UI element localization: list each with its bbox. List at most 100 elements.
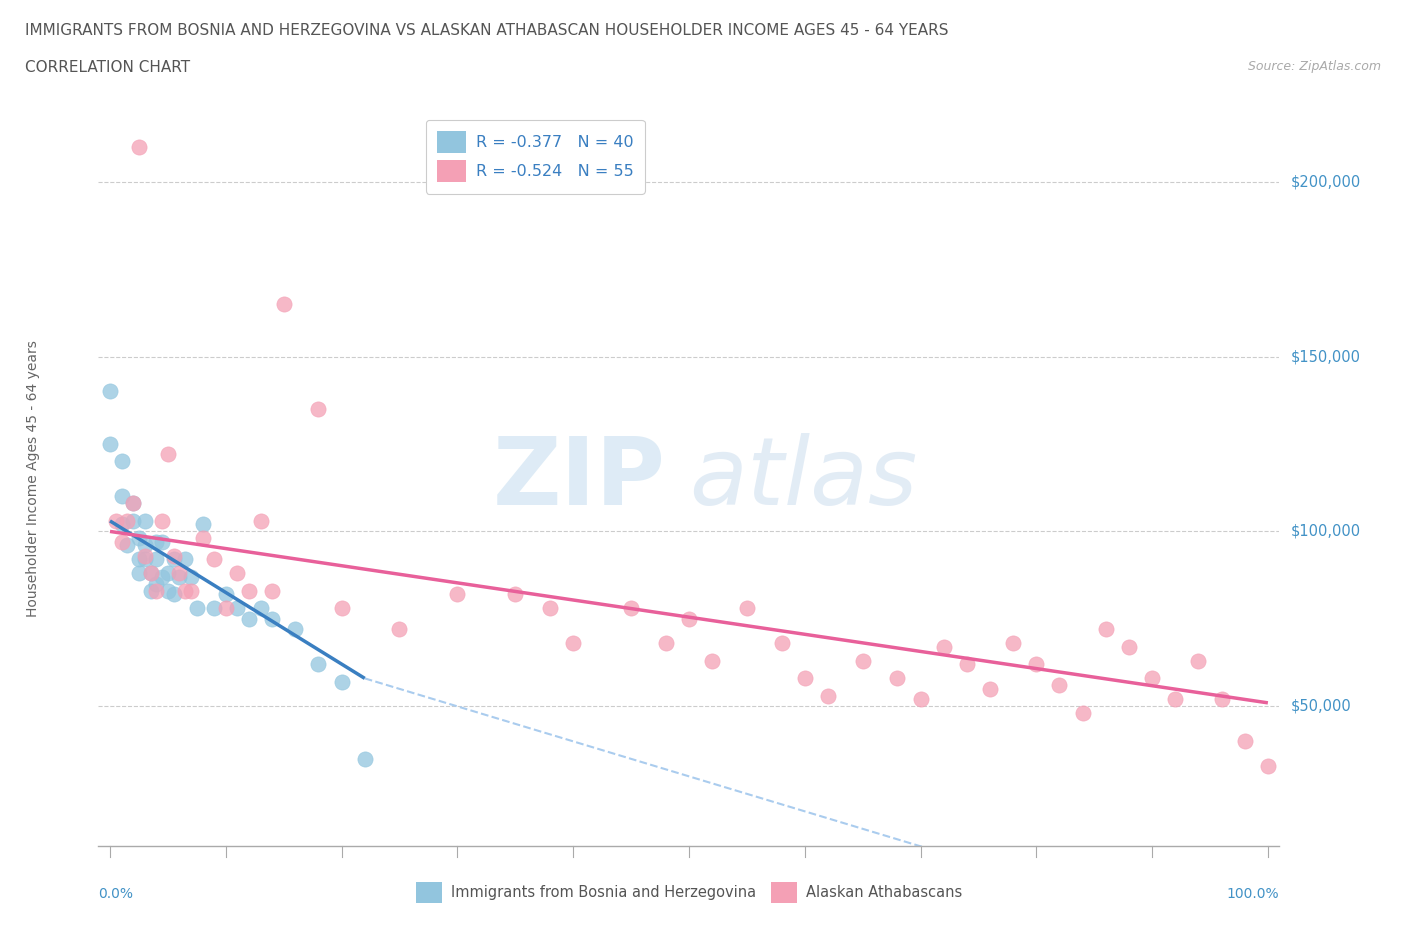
Point	[202, 552, 225, 567]
Point	[180, 569, 202, 584]
Point	[128, 531, 150, 546]
Point	[238, 611, 260, 626]
Point	[226, 601, 249, 616]
Legend: Immigrants from Bosnia and Herzegovina, Alaskan Athabascans: Immigrants from Bosnia and Herzegovina, …	[411, 876, 967, 909]
Text: Source: ZipAtlas.com: Source: ZipAtlas.com	[1247, 60, 1381, 73]
Point	[1257, 758, 1279, 773]
Point	[793, 671, 815, 685]
Point	[122, 513, 145, 528]
Point	[307, 657, 329, 671]
Point	[979, 682, 1001, 697]
Point	[134, 549, 156, 564]
Point	[1211, 692, 1233, 707]
Point	[886, 671, 908, 685]
Point	[169, 566, 191, 581]
Point	[156, 447, 179, 462]
Point	[117, 513, 139, 528]
Point	[134, 538, 156, 552]
Point	[1164, 692, 1187, 707]
Point	[388, 622, 411, 637]
Point	[110, 454, 132, 469]
Point	[145, 583, 167, 598]
Point	[215, 601, 238, 616]
Text: $150,000: $150,000	[1291, 349, 1361, 364]
Point	[110, 489, 132, 504]
Point	[852, 654, 875, 669]
Text: $200,000: $200,000	[1291, 174, 1361, 189]
Text: IMMIGRANTS FROM BOSNIA AND HERZEGOVINA VS ALASKAN ATHABASCAN HOUSEHOLDER INCOME : IMMIGRANTS FROM BOSNIA AND HERZEGOVINA V…	[25, 23, 949, 38]
Point	[249, 513, 271, 528]
Point	[910, 692, 932, 707]
Point	[128, 140, 150, 154]
Point	[1140, 671, 1163, 685]
Point	[174, 552, 197, 567]
Point	[562, 636, 585, 651]
Point	[1002, 636, 1025, 651]
Point	[156, 583, 179, 598]
Point	[1049, 678, 1071, 693]
Point	[117, 538, 139, 552]
Point	[191, 517, 214, 532]
Point	[503, 587, 526, 602]
Point	[817, 688, 839, 703]
Point	[145, 577, 167, 591]
Point	[284, 622, 307, 637]
Point	[770, 636, 793, 651]
Point	[150, 513, 173, 528]
Point	[330, 674, 353, 689]
Point	[262, 583, 284, 598]
Point	[163, 587, 186, 602]
Point	[139, 583, 162, 598]
Text: 0.0%: 0.0%	[98, 886, 134, 901]
Point	[122, 496, 145, 511]
Point	[169, 569, 191, 584]
Point	[150, 535, 173, 550]
Point	[122, 496, 145, 511]
Point	[215, 587, 238, 602]
Point	[273, 297, 295, 312]
Point	[1187, 654, 1209, 669]
Point	[110, 517, 132, 532]
Point	[156, 566, 179, 581]
Point	[249, 601, 271, 616]
Point	[128, 566, 150, 581]
Point	[620, 601, 643, 616]
Point	[139, 566, 162, 581]
Point	[330, 601, 353, 616]
Point	[110, 535, 132, 550]
Point	[353, 751, 375, 766]
Point	[202, 601, 225, 616]
Point	[226, 566, 249, 581]
Point	[186, 601, 208, 616]
Point	[191, 531, 214, 546]
Point	[98, 384, 121, 399]
Point	[98, 436, 121, 451]
Point	[163, 549, 186, 564]
Point	[932, 640, 955, 655]
Point	[134, 513, 156, 528]
Point	[134, 552, 156, 567]
Text: ZIP: ZIP	[492, 433, 665, 525]
Point	[145, 552, 167, 567]
Point	[678, 611, 700, 626]
Text: 100.0%: 100.0%	[1227, 886, 1279, 901]
Point	[956, 657, 979, 671]
Point	[1094, 622, 1116, 637]
Point	[150, 569, 173, 584]
Point	[446, 587, 468, 602]
Point	[180, 583, 202, 598]
Point	[538, 601, 561, 616]
Point	[145, 535, 167, 550]
Point	[1233, 734, 1256, 749]
Point	[735, 601, 758, 616]
Text: atlas: atlas	[689, 433, 917, 525]
Point	[1118, 640, 1140, 655]
Point	[1071, 706, 1094, 721]
Text: Householder Income Ages 45 - 64 years: Householder Income Ages 45 - 64 years	[27, 340, 41, 618]
Point	[104, 513, 127, 528]
Text: CORRELATION CHART: CORRELATION CHART	[25, 60, 190, 75]
Point	[1025, 657, 1047, 671]
Text: $50,000: $50,000	[1291, 698, 1351, 714]
Point	[238, 583, 260, 598]
Point	[307, 402, 329, 417]
